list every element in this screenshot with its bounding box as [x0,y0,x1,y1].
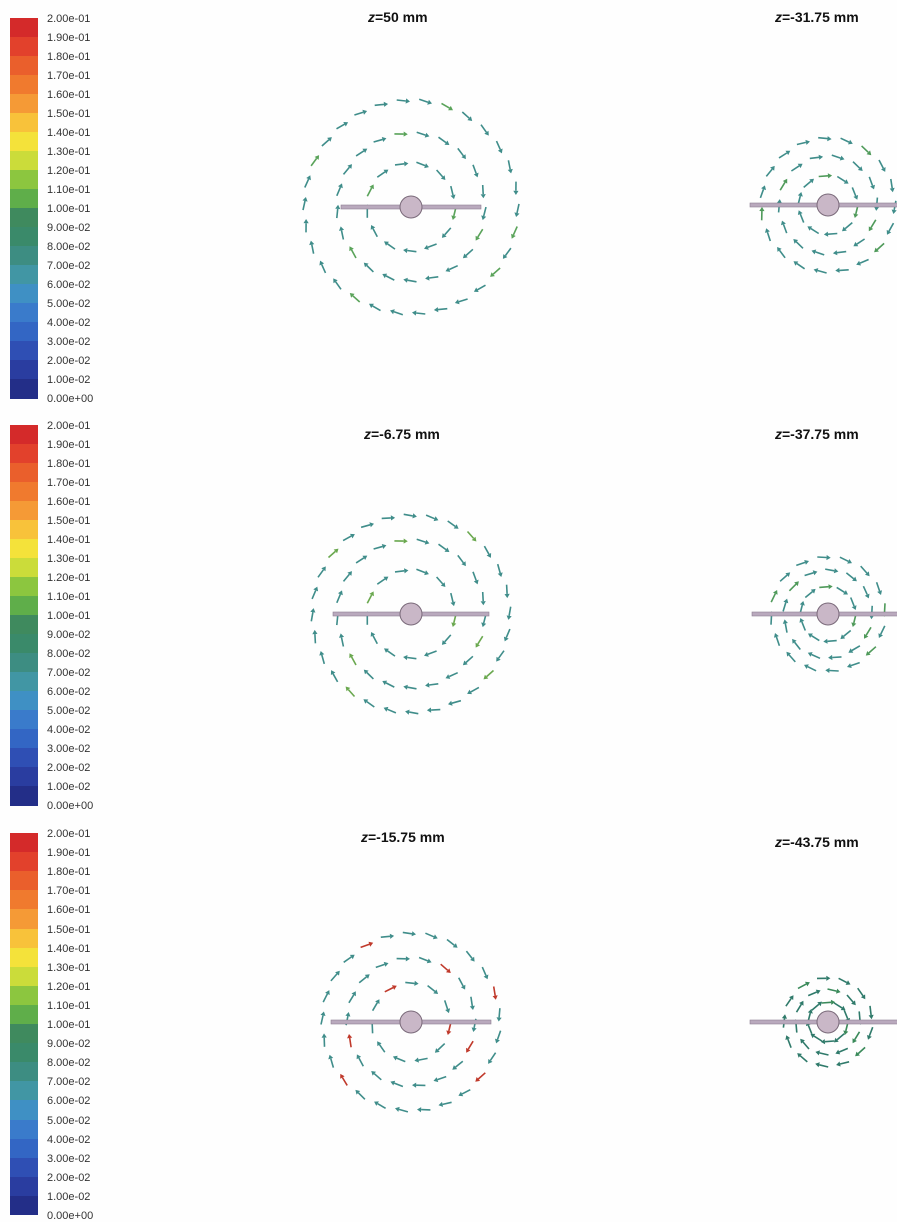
velocity-arrow [839,978,847,982]
velocity-arrow [858,1047,865,1053]
velocity-arrowhead [869,1015,874,1019]
velocity-arrow [858,988,863,996]
velocity-arrow [808,992,817,996]
velocity-arrow [798,984,806,988]
velocity-arrow [855,1032,860,1040]
velocity-arrow [808,1025,812,1034]
velocity-arrow [819,1053,828,1055]
velocity-arrow [825,1041,834,1042]
velocity-arrowhead [815,1050,820,1055]
velocity-arrow [819,1065,828,1067]
velocity-arrow [788,1039,791,1048]
velocity-arrow [822,1002,831,1003]
velocity-arrowhead [815,1062,820,1067]
velocity-arrow [869,1027,872,1036]
velocity-arrow [837,1034,844,1040]
velocity-arrow [786,999,791,1007]
velocity-arrowhead [826,976,830,981]
velocity-arrow [844,1010,848,1019]
velocity-arrow [840,1062,849,1064]
velocity-arrow [828,989,837,991]
velocity-arrow [796,1023,797,1032]
velocity-arrowhead [836,989,841,994]
velocity-arrow [847,995,853,1002]
velocity-arrow [800,1056,807,1062]
velocity-arrow [839,1048,848,1052]
velocity-arrow [803,1042,809,1049]
velocity-arrow [814,1036,822,1041]
velocity-arrow [870,1006,871,1015]
velocity-arrow [834,1003,842,1008]
velocity-arrowhead [836,1062,841,1067]
velocity-arrow [812,1004,819,1010]
impeller-hub [817,1011,839,1033]
velocity-arrowhead [782,1014,787,1018]
velocity-arrow [797,1004,802,1012]
velocity-arrow [859,1011,860,1020]
